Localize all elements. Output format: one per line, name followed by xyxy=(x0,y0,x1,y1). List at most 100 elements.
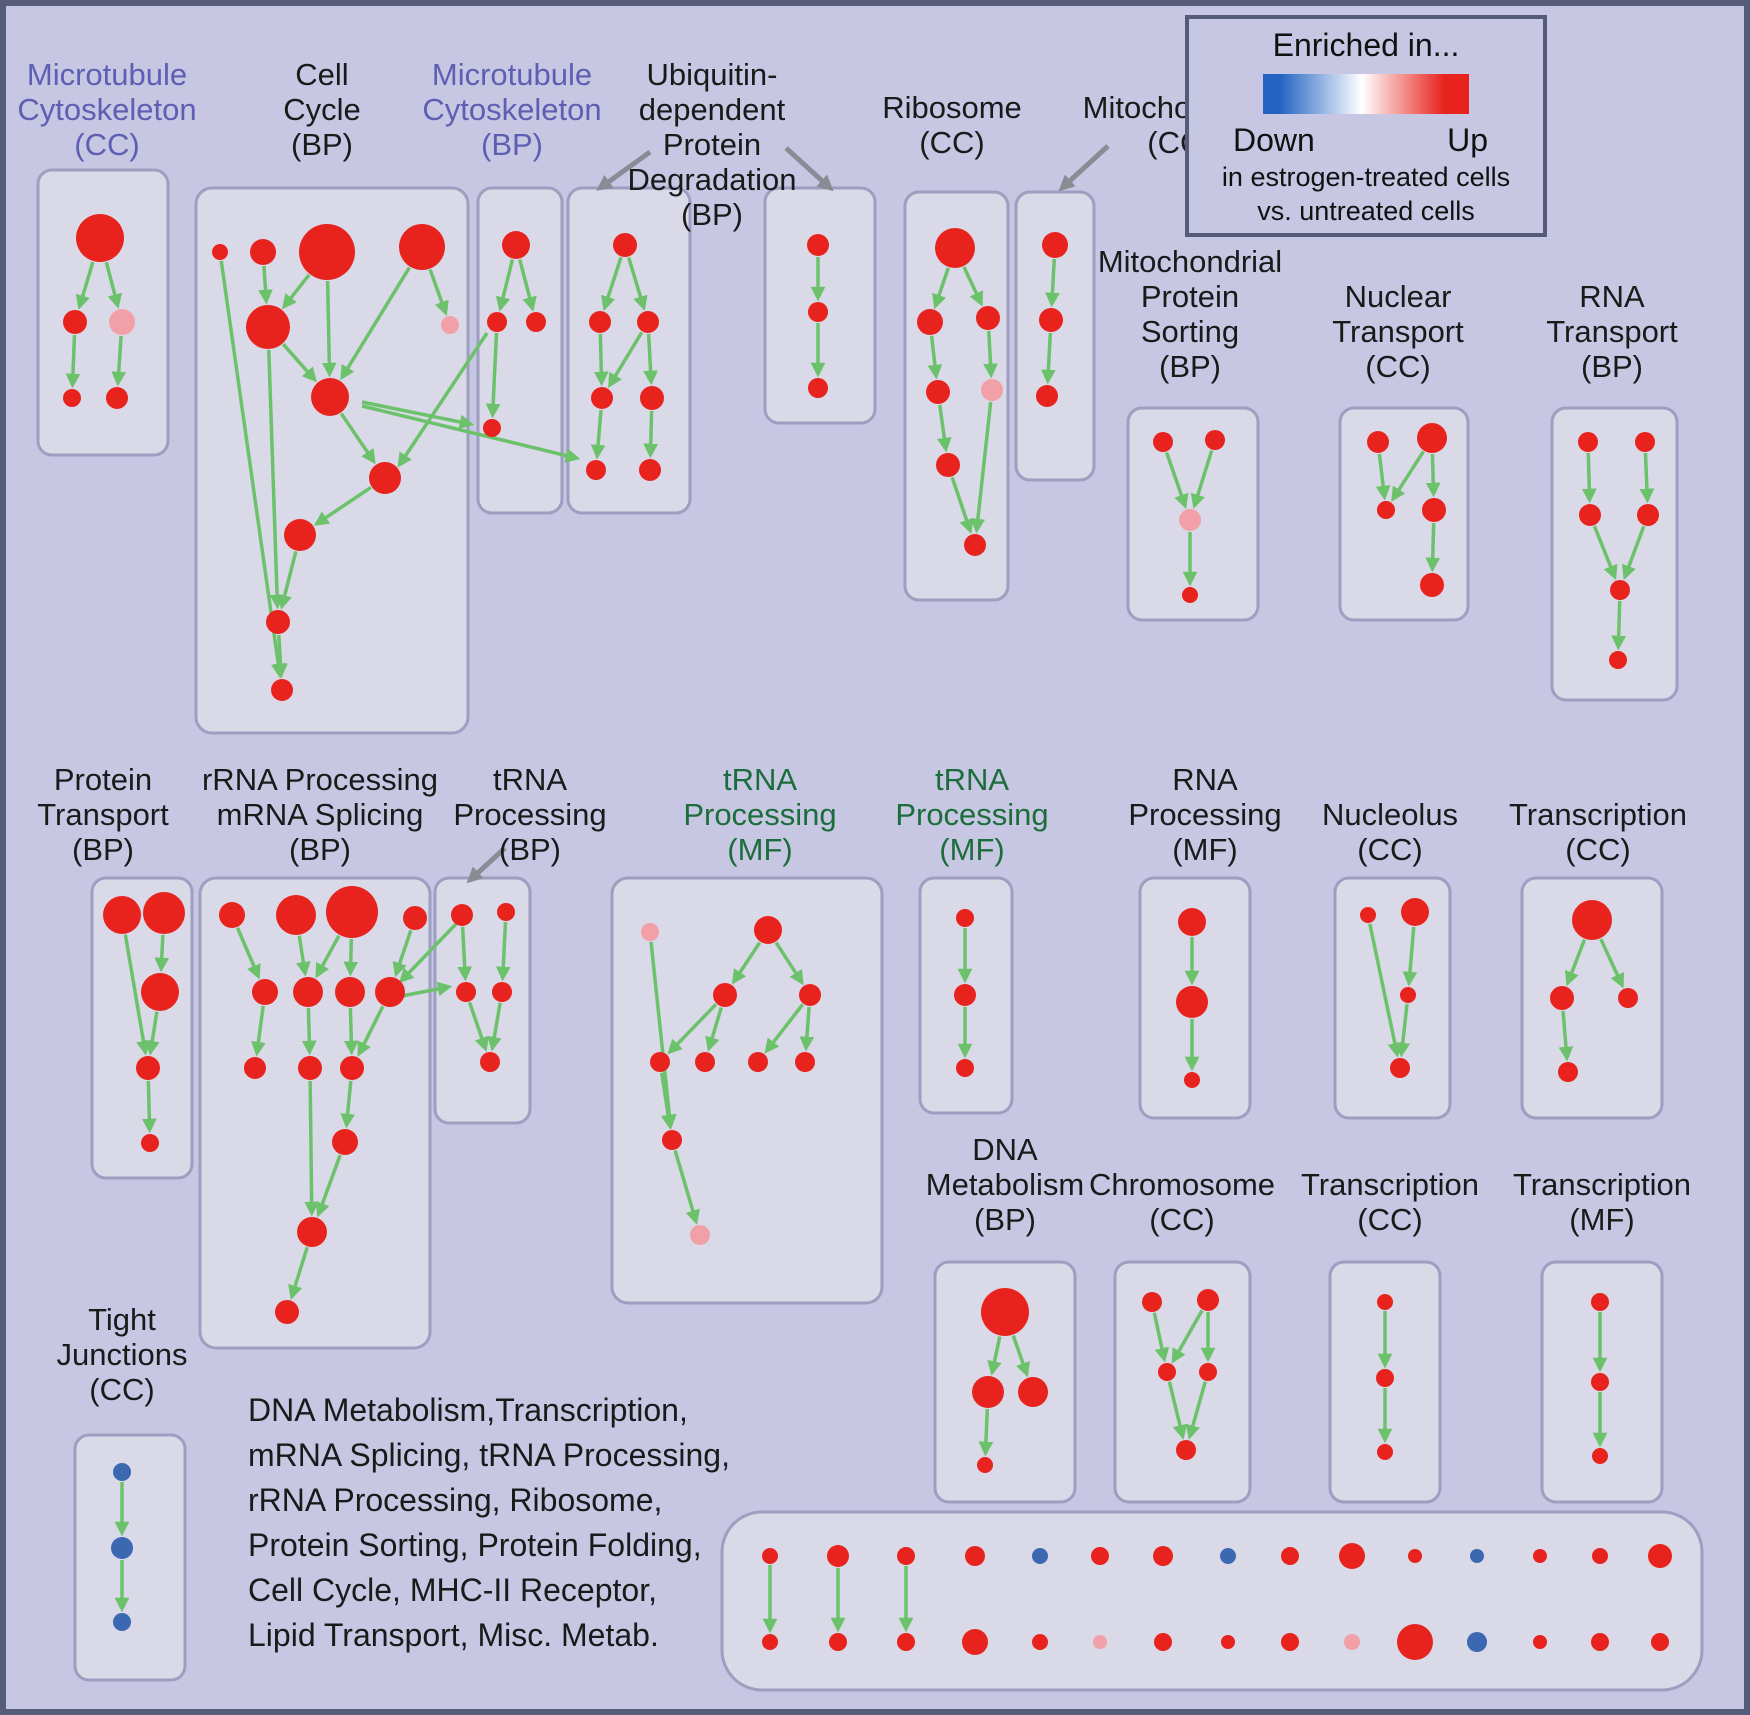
go-node-trna-processing-bp-1 xyxy=(497,903,515,921)
edge-arrow xyxy=(1639,452,1655,504)
edge-arrow xyxy=(983,330,998,379)
go-node-ribosome-cc-5 xyxy=(936,453,960,477)
go-node-trna-processing-mf-2-1 xyxy=(954,984,976,1006)
go-node-misc-grid-27 xyxy=(1533,1635,1547,1649)
go-node-mitochondrial-protein-sorting-bp-2 xyxy=(1179,509,1201,531)
edge-arrow xyxy=(315,934,341,979)
edge-arrow xyxy=(1611,600,1627,651)
label-pointer-arrow xyxy=(784,146,834,192)
go-node-protein-transport-bp-3 xyxy=(136,1056,160,1080)
edge-arrow xyxy=(1041,332,1056,385)
go-node-misc-grid-26 xyxy=(1467,1632,1487,1652)
cluster-box-trna-processing-bp xyxy=(433,876,532,1125)
go-node-chromosome-cc-3 xyxy=(1199,1363,1217,1381)
edge-arrow xyxy=(343,938,359,977)
go-node-misc-grid-13 xyxy=(1592,1548,1608,1564)
go-node-ribosome-cc-0 xyxy=(935,228,975,268)
go-node-microtubule-cytoskeleton-bp-1 xyxy=(487,312,507,332)
nodes-layer xyxy=(63,214,1672,1660)
edge-arrow xyxy=(1171,1309,1204,1364)
cluster-box-rrna-processing-mrna-splicing-bp xyxy=(198,876,432,1350)
go-node-misc-grid-20 xyxy=(1093,1635,1107,1649)
edge-arrow xyxy=(649,941,677,1130)
edge-arrow xyxy=(1592,525,1618,581)
edge-arrow xyxy=(937,404,952,453)
legend-note-line1: in estrogen-treated cells xyxy=(1221,162,1511,192)
go-node-transcription-cc-2-1 xyxy=(1376,1369,1394,1387)
edge-arrow xyxy=(1011,1335,1030,1378)
go-node-misc-grid-28 xyxy=(1591,1633,1609,1651)
go-node-tight-junctions-cc-0 xyxy=(113,1463,131,1481)
edge-arrow xyxy=(1599,938,1625,989)
edge-arrow xyxy=(950,476,974,535)
cluster-box-trna-processing-mf-1 xyxy=(610,876,884,1305)
go-node-transcription-cc-1-3 xyxy=(1558,1062,1578,1082)
go-node-cell-cycle-bp-9 xyxy=(266,610,290,634)
go-node-mitochondrion-cc-1 xyxy=(1039,308,1063,332)
go-node-rrna-processing-mrna-splicing-bp-11 xyxy=(332,1129,358,1155)
edge-arrow xyxy=(65,334,81,389)
go-node-ubiquitin-degradation-b-2 xyxy=(808,378,828,398)
go-node-nuclear-transport-cc-3 xyxy=(1422,498,1446,522)
go-node-misc-grid-29 xyxy=(1651,1633,1669,1651)
go-node-ribosome-cc-3 xyxy=(926,380,950,404)
go-node-trna-processing-mf-2-0 xyxy=(956,909,974,927)
cluster-box-mitochondrion-cc xyxy=(1014,190,1096,482)
cluster-box-misc-grid xyxy=(720,1510,1704,1692)
go-node-rna-processing-mf-1 xyxy=(1176,986,1208,1018)
cluster-box-nucleolus-cc xyxy=(1333,876,1452,1120)
go-node-ubiquitin-degradation-a-0 xyxy=(613,233,637,257)
go-node-chromosome-cc-4 xyxy=(1176,1440,1196,1460)
go-node-nuclear-transport-cc-0 xyxy=(1367,431,1389,453)
edge-arrow xyxy=(970,401,993,534)
go-node-ubiquitin-degradation-a-3 xyxy=(591,387,613,409)
edge-arrow xyxy=(987,1336,1002,1376)
edge-arrow xyxy=(1425,453,1441,498)
cluster-label-cell-cycle-bp: Cell Cycle (BP) xyxy=(283,57,361,162)
go-node-rrna-processing-mrna-splicing-bp-6 xyxy=(335,977,365,1007)
go-node-rrna-processing-mrna-splicing-bp-10 xyxy=(340,1056,364,1080)
misc-cluster-list-line: mRNA Splicing, tRNA Processing, xyxy=(248,1437,730,1473)
go-node-ubiquitin-degradation-a-6 xyxy=(639,459,661,481)
edge-arrow xyxy=(296,935,311,977)
go-node-misc-grid-10 xyxy=(1408,1549,1422,1563)
go-node-ubiquitin-degradation-a-5 xyxy=(586,460,606,480)
go-node-misc-grid-23 xyxy=(1281,1633,1299,1651)
go-node-mitochondrion-cc-0 xyxy=(1042,232,1068,258)
go-node-misc-grid-17 xyxy=(897,1633,915,1651)
label-pointer-arrow xyxy=(466,846,507,884)
edge-arrow xyxy=(1391,450,1425,502)
edge-arrow xyxy=(705,1006,723,1052)
go-node-microtubule-cytoskeleton-cc-1 xyxy=(63,310,87,334)
edge-arrow xyxy=(142,1080,157,1134)
edge-arrow xyxy=(673,1150,700,1225)
go-node-rrna-processing-mrna-splicing-bp-5 xyxy=(293,977,323,1007)
go-node-rrna-processing-mrna-splicing-bp-13 xyxy=(275,1300,299,1324)
go-node-misc-grid-18 xyxy=(962,1629,988,1655)
go-node-rrna-processing-mrna-splicing-bp-8 xyxy=(244,1057,266,1079)
edge-arrow xyxy=(518,259,537,312)
cluster-label-protein-transport-bp: Protein Transport (BP) xyxy=(37,762,169,867)
go-node-protein-transport-bp-4 xyxy=(141,1134,159,1152)
go-node-trna-processing-mf-1-8 xyxy=(662,1130,682,1150)
cluster-label-microtubule-cytoskeleton-cc: Microtubule Cytoskeleton (CC) xyxy=(17,57,196,162)
go-node-trna-processing-mf-1-6 xyxy=(748,1052,768,1072)
go-node-rna-transport-bp-3 xyxy=(1637,504,1659,526)
legend-box: Enriched in... Down Up in estrogen-treat… xyxy=(1185,15,1547,237)
go-node-misc-grid-14 xyxy=(1648,1544,1672,1568)
edge-arrow xyxy=(1045,258,1060,308)
edge-arrow xyxy=(123,934,151,1056)
go-node-rrna-processing-mrna-splicing-bp-7 xyxy=(375,977,405,1007)
edge-arrow xyxy=(467,1001,489,1052)
cluster-label-rna-processing-mf: RNA Processing (MF) xyxy=(1128,762,1281,867)
edge-arrow xyxy=(1164,451,1189,510)
cluster-label-trna-processing-mf-2: tRNA Processing (MF) xyxy=(895,762,1048,867)
cluster-label-transcription-cc-1: Transcription (CC) xyxy=(1509,797,1687,867)
go-node-trna-processing-bp-2 xyxy=(456,982,476,1002)
edge-arrow xyxy=(1375,453,1391,501)
go-node-cell-cycle-bp-5 xyxy=(441,316,459,334)
go-node-microtubule-cytoskeleton-cc-0 xyxy=(76,214,124,262)
edge-arrow xyxy=(485,332,501,419)
edge-arrow xyxy=(313,486,372,526)
cross-cluster-edge-arrow xyxy=(361,400,475,430)
